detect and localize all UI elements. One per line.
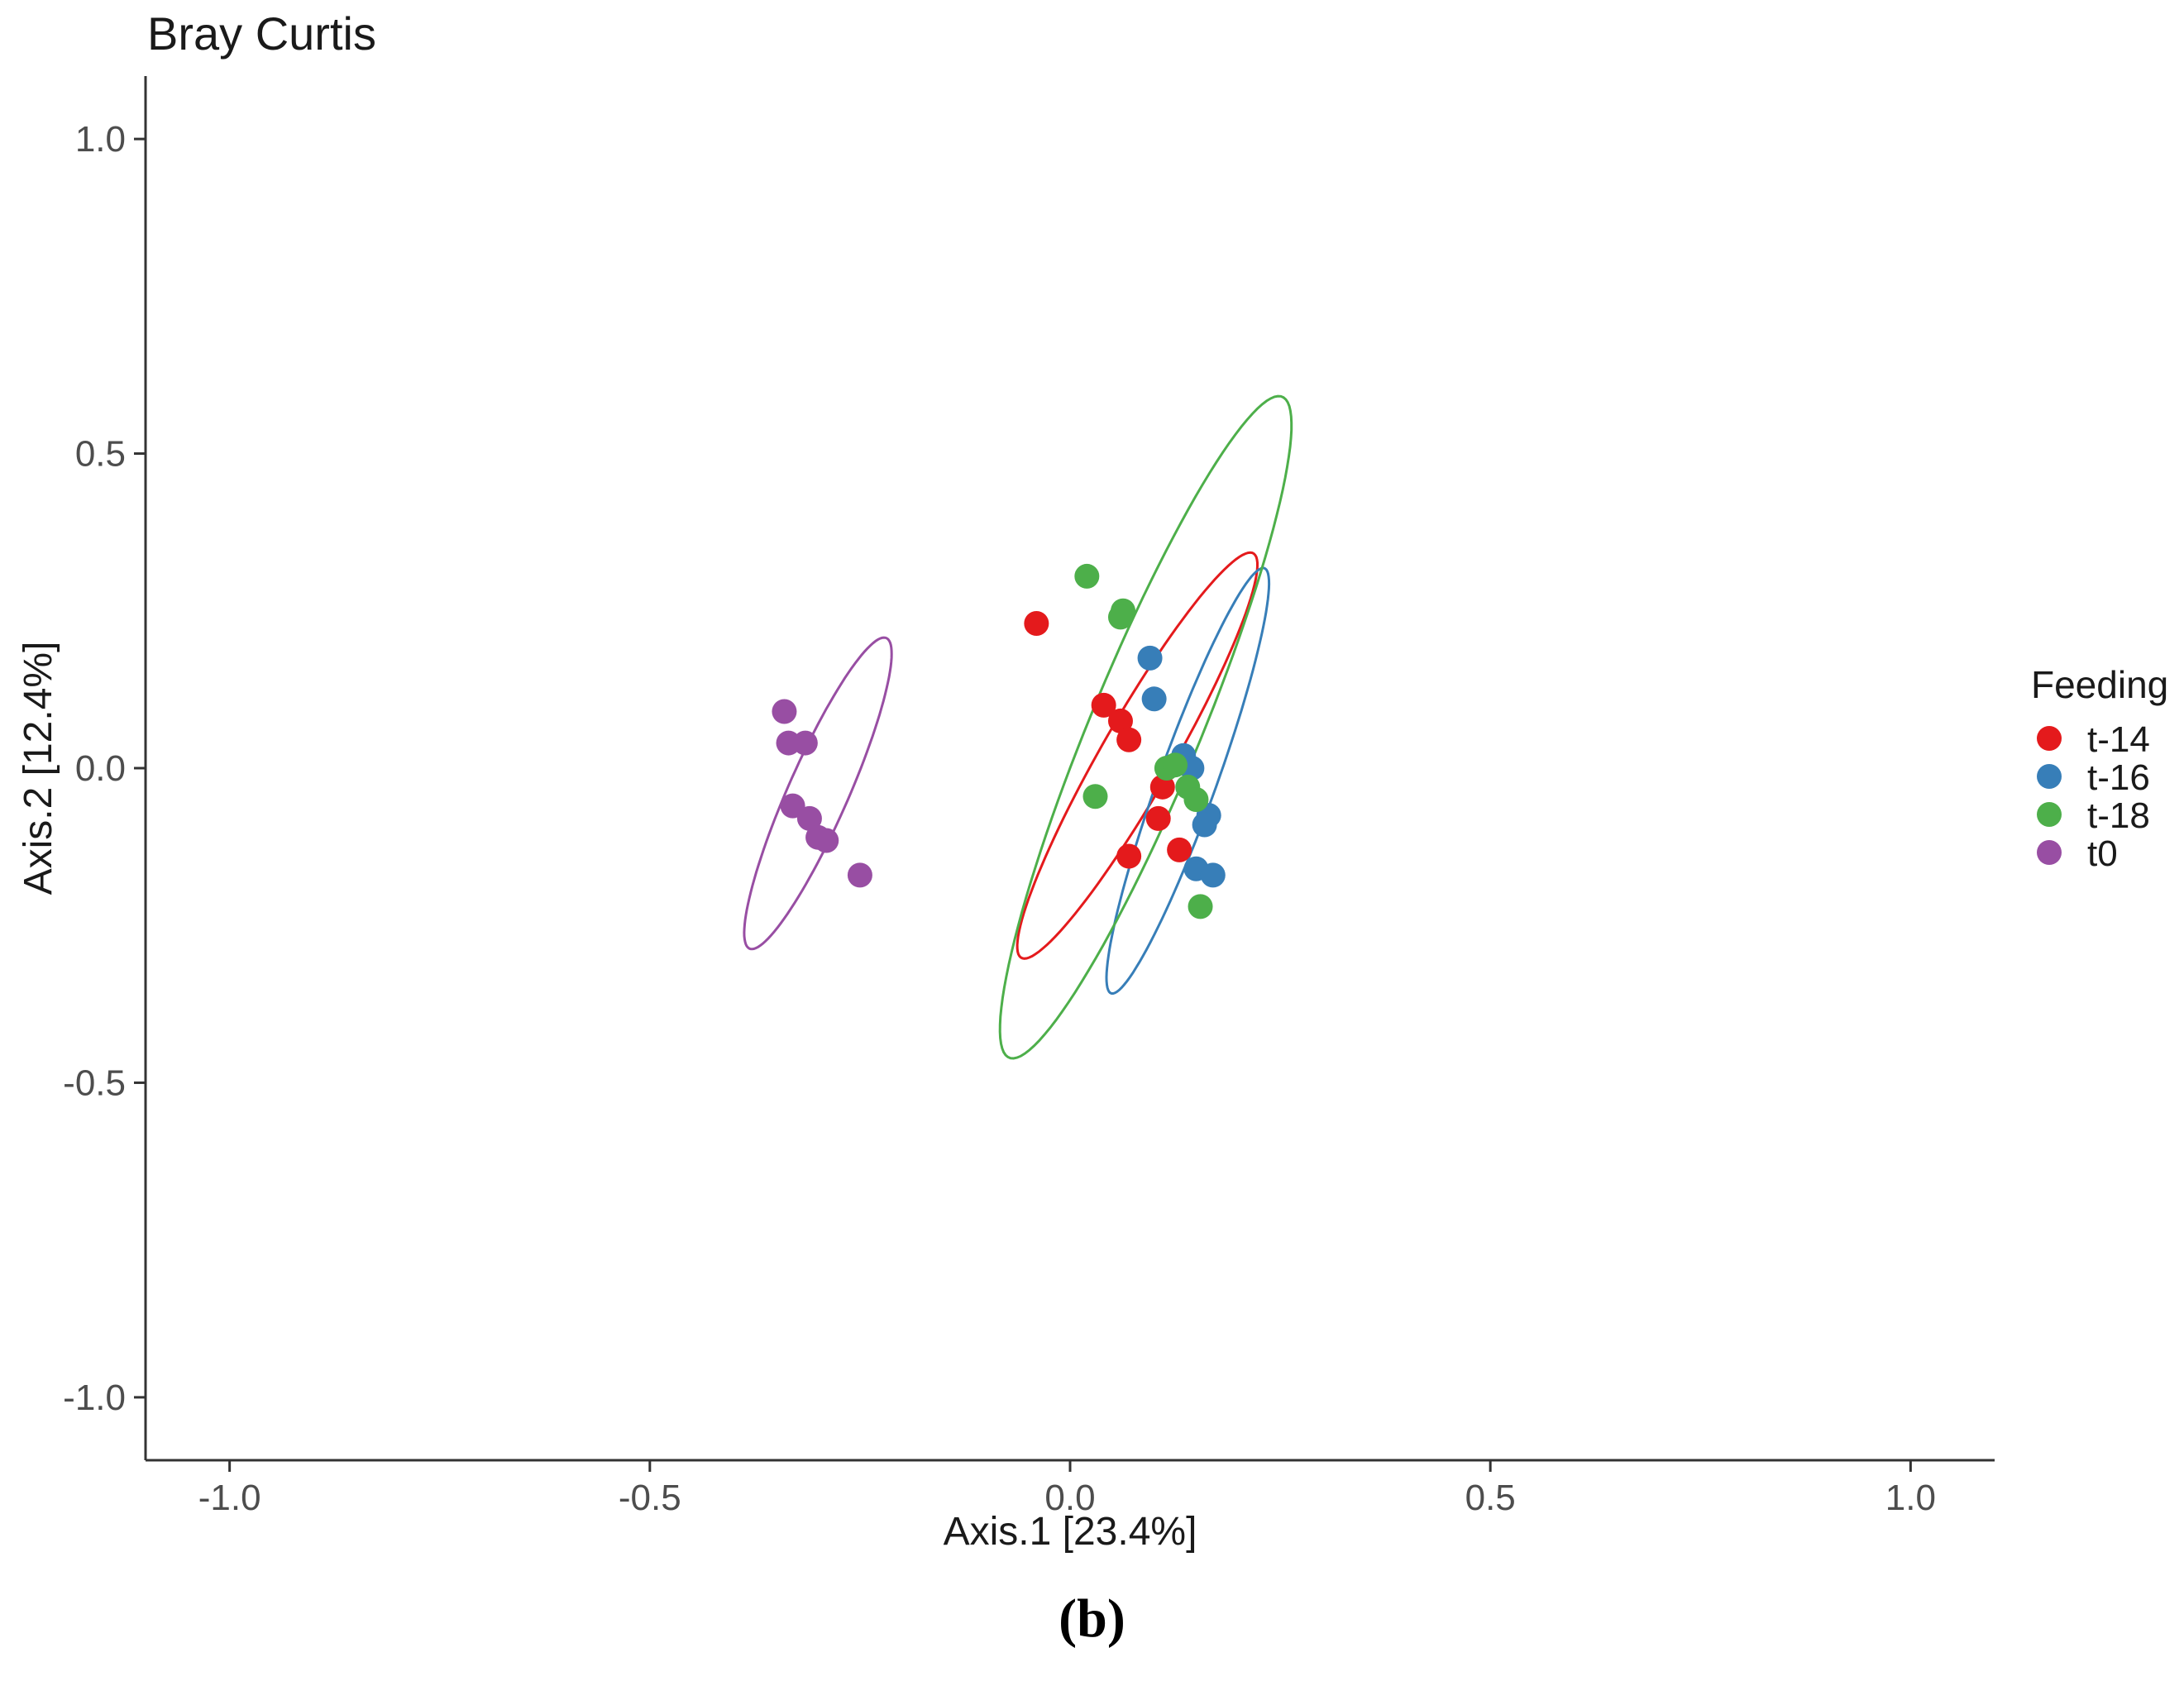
- point-t-18: [1183, 787, 1209, 813]
- point-t-18: [1074, 563, 1100, 589]
- legend-key-t-16: [2037, 764, 2062, 789]
- legend-label-t0: t0: [2087, 833, 2118, 874]
- legend-key-t-18: [2037, 802, 2062, 827]
- confidence-ellipses: [743, 394, 1293, 1060]
- point-t-16: [1192, 812, 1217, 838]
- point-t0: [814, 828, 839, 853]
- ellipse-t-14: [1016, 551, 1259, 960]
- point-t-14: [1167, 837, 1192, 862]
- x-axis-title: Axis.1 [23.4%]: [944, 1510, 1197, 1554]
- y-tick-label: 0.0: [75, 748, 126, 789]
- point-t-14: [1024, 610, 1049, 636]
- point-t0: [847, 862, 872, 888]
- x-tick-label: 0.0: [1044, 1478, 1095, 1518]
- point-t-14: [1116, 843, 1142, 869]
- point-t-16: [1200, 862, 1226, 888]
- x-tick-label: 0.5: [1465, 1478, 1516, 1518]
- legend-label-t-18: t-18: [2087, 795, 2150, 836]
- point-t-14: [1107, 708, 1133, 733]
- ellipse-t-18: [998, 394, 1293, 1060]
- panel-label: (b): [1059, 1588, 1125, 1649]
- chart-title: Bray Curtis: [147, 7, 376, 60]
- point-t-14: [1091, 692, 1116, 718]
- legend-title: Feeding: [2031, 663, 2168, 706]
- legend-key-t-14: [2037, 726, 2062, 751]
- ellipse-t0: [743, 636, 893, 951]
- point-t-16: [1137, 645, 1163, 671]
- point-t0: [792, 730, 818, 756]
- y-axis-title: Axis.2 [12.4%]: [17, 642, 60, 895]
- y-tick-label: -0.5: [63, 1063, 126, 1103]
- point-t0: [772, 699, 797, 724]
- point-t-14: [1145, 805, 1171, 831]
- point-t-16: [1141, 686, 1167, 712]
- legend-label-t-16: t-16: [2087, 757, 2150, 798]
- point-t-18: [1188, 894, 1213, 919]
- point-t-18: [1107, 604, 1133, 630]
- x-tick-label: 1.0: [1885, 1478, 1936, 1518]
- x-tick-label: -1.0: [198, 1478, 261, 1518]
- point-t-18: [1082, 784, 1108, 809]
- legend-key-t0: [2037, 840, 2062, 865]
- point-t-14: [1149, 774, 1175, 800]
- x-tick-label: -0.5: [619, 1478, 681, 1518]
- y-axis-ticks: -1.0 -0.5 0.0 0.5 1.0: [63, 119, 146, 1418]
- y-tick-label: 1.0: [75, 119, 126, 160]
- y-tick-label: -1.0: [63, 1378, 126, 1418]
- point-t-18: [1163, 752, 1188, 778]
- point-t-14: [1116, 727, 1142, 752]
- legend-label-t-14: t-14: [2087, 719, 2150, 760]
- point-t0: [796, 805, 822, 831]
- x-axis-ticks: -1.0 -0.5 0.0 0.5 1.0: [198, 1460, 1936, 1518]
- plot-area: -1.0 -0.5 0.0 0.5 1.0 -1.0 -0.5 0.0 0.5 1.0: [63, 76, 1995, 1518]
- data-points: [772, 563, 1226, 919]
- y-tick-label: 0.5: [75, 434, 126, 475]
